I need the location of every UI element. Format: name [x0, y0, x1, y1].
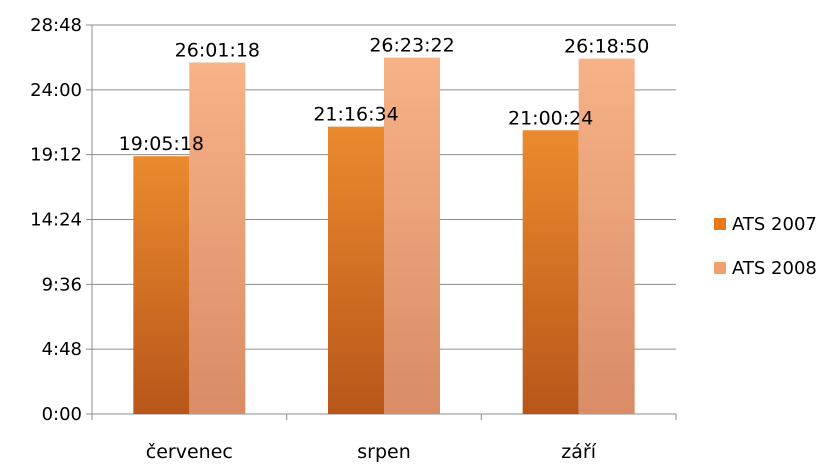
bar-ats-2008	[578, 58, 635, 415]
y-tick-label: 28:48	[30, 15, 82, 36]
y-tick-label: 4:48	[42, 339, 82, 360]
data-label: 26:18:50	[564, 36, 649, 58]
data-labels: 19:05:18 26:01:18 21:16:34 26:23:22 21:00:24…	[119, 35, 650, 156]
bar-ats-2007	[133, 156, 190, 414]
x-axis-categories: červenec srpen září	[146, 441, 597, 463]
x-category-label: srpen	[357, 441, 411, 463]
data-label: 26:23:22	[369, 35, 454, 57]
bar-ats-2007	[522, 130, 579, 414]
legend-label: ATS 2007	[732, 214, 817, 235]
legend-swatch	[714, 218, 726, 230]
x-category-label: červenec	[146, 441, 233, 463]
y-tick-label: 9:36	[42, 274, 82, 295]
y-axis-ticks: 0:00 4:48 9:36 14:24 19:12 24:00 28:48	[30, 15, 82, 425]
y-tick-label: 14:24	[30, 210, 82, 231]
y-tick-label: 24:00	[30, 80, 82, 101]
bars	[133, 57, 635, 415]
bar-ats-2007	[328, 126, 384, 414]
data-label: 19:05:18	[119, 133, 204, 155]
legend-label: ATS 2008	[732, 258, 817, 279]
x-category-label: září	[561, 441, 596, 463]
y-tick-label: 0:00	[42, 404, 82, 425]
bar-ats-2008	[189, 62, 246, 415]
data-label: 26:01:18	[175, 40, 260, 62]
legend-swatch	[714, 262, 726, 274]
data-label: 21:00:24	[508, 107, 593, 129]
bar-ats-2008	[384, 57, 440, 414]
data-label: 21:16:34	[313, 104, 398, 126]
legend: ATS 2007 ATS 2008	[714, 214, 817, 279]
y-tick-label: 19:12	[30, 145, 82, 166]
